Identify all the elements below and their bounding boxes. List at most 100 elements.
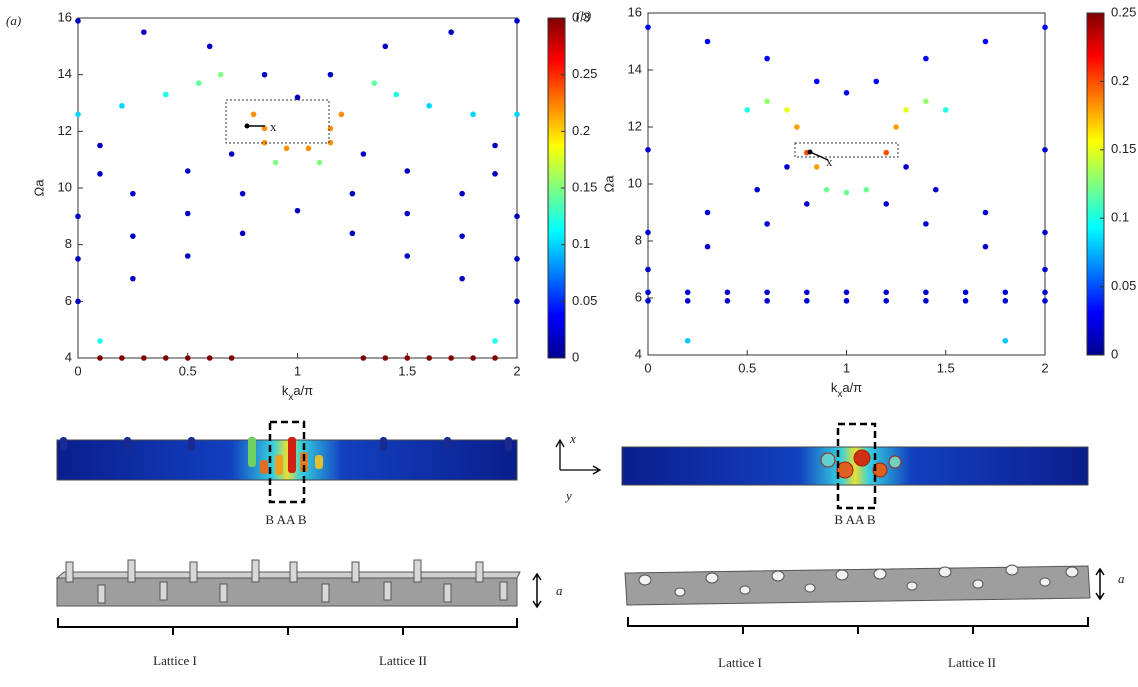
point <box>764 298 770 304</box>
point <box>754 186 760 193</box>
colorbar-tick-label: 0.05 <box>572 293 597 308</box>
lattice-label: Lattice II <box>948 655 996 670</box>
x-tick-label: 1 <box>294 363 301 378</box>
point <box>923 55 929 62</box>
point <box>448 355 454 361</box>
point <box>804 298 810 304</box>
lattice-label: Lattice II <box>379 653 427 668</box>
y-tick-label: 10 <box>628 175 642 190</box>
y-tick-label: 14 <box>628 61 642 76</box>
point <box>119 103 125 109</box>
colorbar-tick-label: 0 <box>1111 346 1118 361</box>
point <box>1042 289 1048 296</box>
point <box>784 164 790 170</box>
point <box>794 124 800 130</box>
point <box>962 289 969 296</box>
x-tick-label: 0 <box>74 363 81 378</box>
point <box>492 142 498 149</box>
point <box>1002 337 1009 344</box>
point <box>1042 147 1048 153</box>
point <box>75 256 81 262</box>
point <box>272 159 279 166</box>
colorbar <box>1086 12 1105 356</box>
plate <box>624 565 1091 606</box>
point <box>327 125 334 132</box>
point <box>75 213 81 220</box>
pillars <box>60 437 512 451</box>
point <box>962 298 969 304</box>
hot-holes <box>820 449 902 479</box>
hot-pillars <box>248 437 323 475</box>
plate <box>56 577 518 607</box>
highlight-box <box>268 420 306 504</box>
highlight-box <box>794 142 899 158</box>
point <box>883 149 889 156</box>
x-tick-label: 0.5 <box>738 360 756 375</box>
point <box>217 71 224 78</box>
highlight-box <box>836 422 877 510</box>
point <box>459 190 465 197</box>
point <box>338 111 345 118</box>
point <box>645 298 651 304</box>
point <box>982 38 989 45</box>
point <box>514 256 520 262</box>
colorbar-tick-label: 0.1 <box>1111 210 1129 225</box>
point <box>294 94 301 101</box>
point <box>764 221 770 227</box>
point <box>645 24 651 31</box>
point <box>470 355 476 361</box>
point <box>764 98 770 105</box>
point <box>514 111 520 118</box>
colorbar-tick-label: 0.15 <box>1111 141 1136 156</box>
y-tick-label: 16 <box>628 4 642 19</box>
illustration-b: x y B AA B a Lattice I Lattice II <box>555 422 1125 670</box>
point <box>382 43 389 50</box>
axis-label: x <box>569 431 576 446</box>
point <box>97 142 103 149</box>
annotation: x <box>270 119 277 134</box>
point <box>261 71 268 78</box>
point <box>459 275 465 282</box>
point <box>360 151 367 157</box>
x-axis-label-part: k <box>282 383 289 398</box>
point <box>141 29 147 35</box>
point <box>228 355 235 361</box>
point <box>883 298 889 304</box>
point <box>97 355 103 361</box>
point <box>130 275 136 282</box>
point <box>863 186 870 193</box>
colorbar-tick-label: 0.1 <box>572 236 590 251</box>
colorbar-tick-label: 0.3 <box>572 9 590 24</box>
point <box>1042 229 1048 236</box>
x-tick-label: 1.5 <box>937 360 955 375</box>
x-axis-label: kxa/π <box>831 380 862 400</box>
point <box>371 80 378 86</box>
point <box>195 80 202 86</box>
point <box>1002 289 1009 296</box>
point <box>823 186 830 193</box>
colorbar-tick-label: 0.2 <box>1111 73 1129 88</box>
point <box>404 210 411 217</box>
arrow-head <box>807 149 813 155</box>
site-labels: B AA B <box>834 512 876 527</box>
point <box>933 186 939 193</box>
point <box>1042 298 1048 304</box>
point <box>141 355 147 361</box>
point <box>206 43 213 50</box>
panel-label: (a) <box>6 13 21 28</box>
point <box>1042 24 1048 31</box>
braces <box>57 618 518 635</box>
x-axis-label-part: x <box>288 392 293 403</box>
x-tick-label: 1 <box>843 360 850 375</box>
point <box>294 207 301 214</box>
point <box>448 29 454 35</box>
thickness-label: a <box>556 583 563 598</box>
y-axis-label: Ωa <box>601 175 616 193</box>
y-tick-label: 4 <box>635 346 642 361</box>
point <box>404 355 411 361</box>
point <box>1042 266 1048 273</box>
point <box>119 355 125 361</box>
point <box>184 210 191 217</box>
point <box>1002 298 1009 304</box>
y-tick-label: 14 <box>58 66 72 81</box>
